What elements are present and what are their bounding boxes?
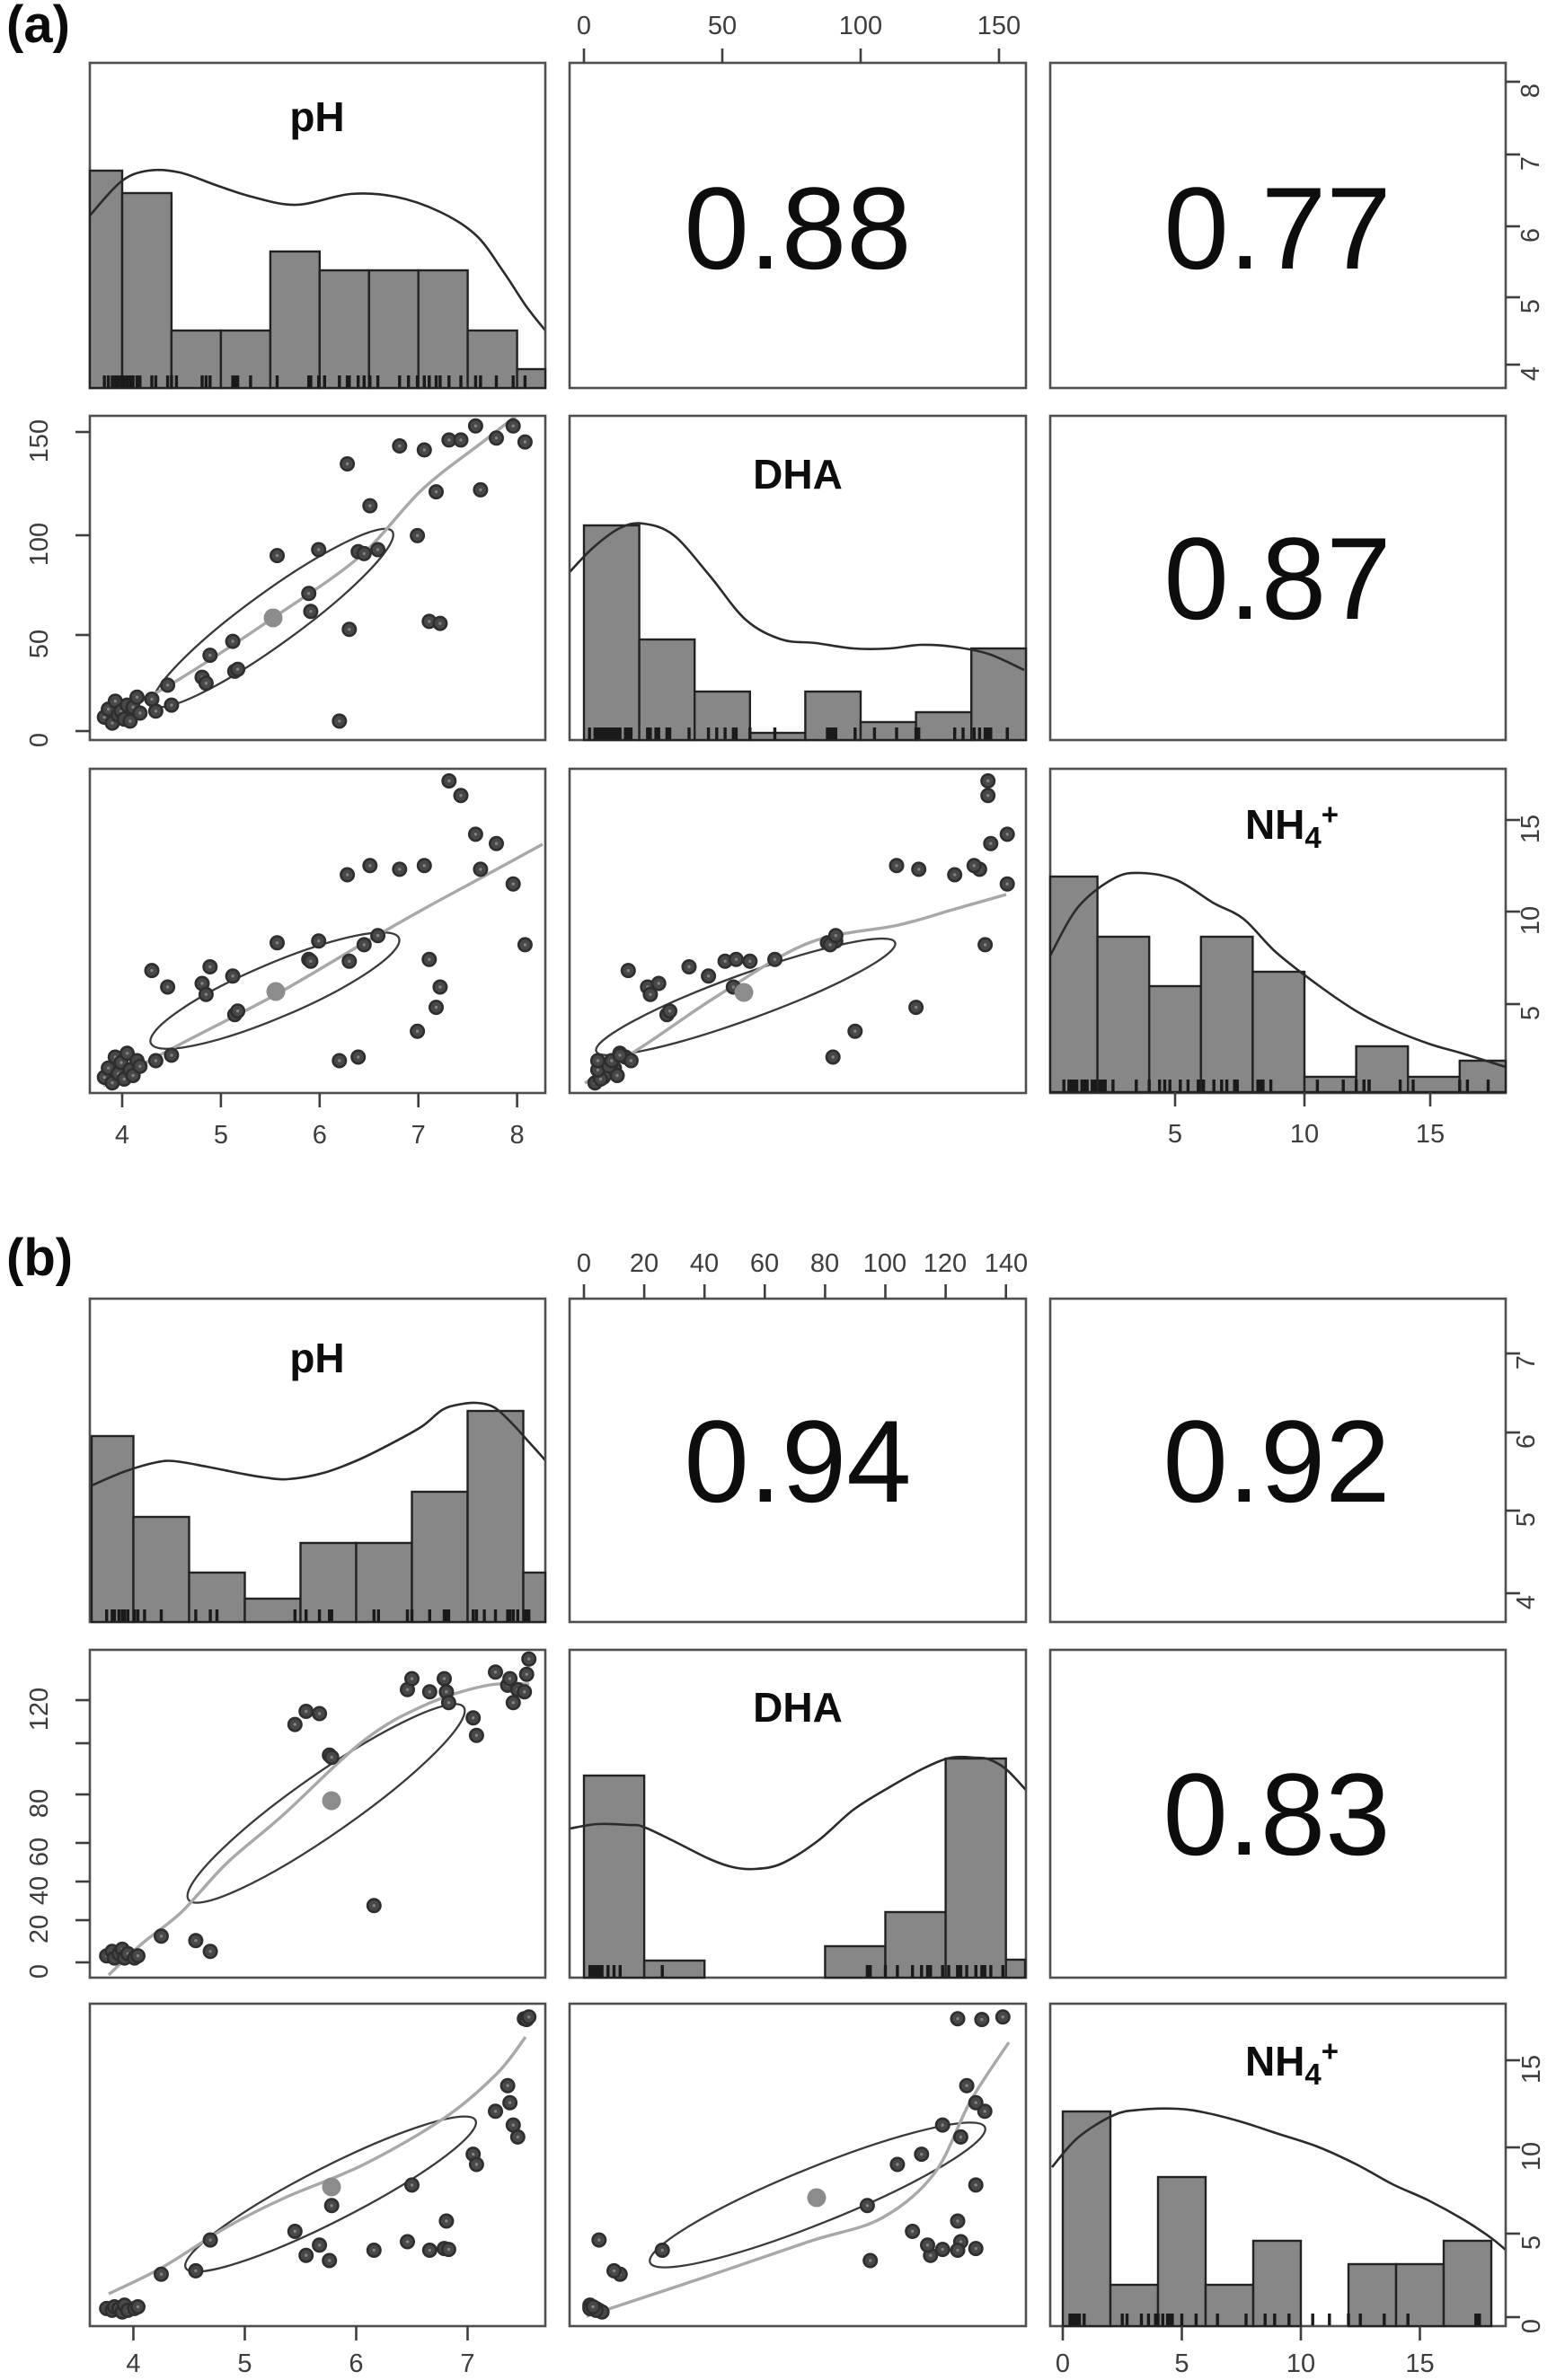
- svg-text:0: 0: [25, 733, 54, 747]
- svg-text:150: 150: [977, 12, 1021, 40]
- svg-text:50: 50: [25, 630, 54, 658]
- svg-text:80: 80: [810, 1249, 839, 1278]
- svg-text:8: 8: [510, 1121, 525, 1150]
- svg-text:100: 100: [839, 12, 882, 40]
- svg-text:8: 8: [1516, 84, 1545, 98]
- svg-text:40: 40: [25, 1876, 54, 1905]
- svg-text:0.77: 0.77: [1163, 163, 1391, 294]
- svg-text:0: 0: [25, 1964, 54, 1979]
- svg-text:5: 5: [1512, 1512, 1541, 1527]
- svg-text:60: 60: [25, 1838, 54, 1866]
- svg-text:0: 0: [1517, 2319, 1546, 2333]
- svg-text:7: 7: [1516, 156, 1545, 171]
- svg-text:7: 7: [1512, 1355, 1541, 1370]
- svg-text:140: 140: [985, 1249, 1028, 1278]
- svg-text:6: 6: [313, 1121, 327, 1150]
- svg-text:0.88: 0.88: [684, 163, 911, 294]
- svg-text:4: 4: [126, 2349, 140, 2378]
- svg-text:DHA: DHA: [753, 451, 843, 498]
- svg-text:10: 10: [1290, 1120, 1319, 1149]
- svg-text:pH: pH: [289, 93, 344, 140]
- svg-text:5: 5: [1174, 2349, 1189, 2378]
- svg-text:0.87: 0.87: [1163, 513, 1391, 644]
- svg-text:0.92: 0.92: [1163, 1396, 1390, 1527]
- svg-text:20: 20: [25, 1915, 54, 1944]
- svg-text:7: 7: [460, 2349, 474, 2378]
- svg-text:5: 5: [1168, 1120, 1182, 1149]
- svg-text:6: 6: [1512, 1434, 1541, 1449]
- svg-text:40: 40: [690, 1249, 719, 1278]
- svg-text:4: 4: [115, 1121, 129, 1150]
- svg-text:80: 80: [25, 1789, 54, 1818]
- svg-text:15: 15: [1416, 1120, 1445, 1149]
- svg-text:5: 5: [1516, 1006, 1545, 1020]
- svg-text:pH: pH: [289, 1335, 344, 1381]
- svg-text:4: 4: [1516, 366, 1545, 381]
- svg-text:0: 0: [577, 1249, 591, 1278]
- svg-text:5: 5: [1517, 2235, 1546, 2250]
- svg-text:150: 150: [25, 419, 54, 463]
- svg-text:6: 6: [1516, 228, 1545, 242]
- svg-text:(b): (b): [6, 1229, 73, 1287]
- svg-text:15: 15: [1405, 2349, 1434, 2378]
- svg-text:0: 0: [1056, 2349, 1070, 2378]
- svg-text:6: 6: [349, 2349, 363, 2378]
- svg-text:5: 5: [1516, 299, 1545, 313]
- svg-text:120: 120: [924, 1249, 967, 1278]
- svg-text:(a): (a): [6, 0, 70, 54]
- svg-text:60: 60: [750, 1249, 779, 1278]
- svg-text:50: 50: [708, 12, 737, 40]
- svg-text:15: 15: [1516, 815, 1545, 843]
- svg-text:0.94: 0.94: [684, 1396, 911, 1527]
- svg-text:20: 20: [630, 1249, 659, 1278]
- svg-text:10: 10: [1516, 906, 1545, 935]
- svg-text:10: 10: [1286, 2349, 1315, 2378]
- svg-text:10: 10: [1517, 2142, 1546, 2171]
- svg-text:0.83: 0.83: [1163, 1749, 1390, 1880]
- svg-text:DHA: DHA: [753, 1684, 843, 1731]
- svg-text:5: 5: [237, 2349, 252, 2378]
- svg-text:120: 120: [25, 1688, 54, 1731]
- svg-text:100: 100: [863, 1249, 906, 1278]
- svg-text:100: 100: [25, 523, 54, 566]
- svg-text:0: 0: [577, 12, 591, 40]
- svg-text:5: 5: [214, 1121, 228, 1150]
- svg-text:4: 4: [1512, 1595, 1541, 1609]
- svg-text:15: 15: [1517, 2055, 1546, 2084]
- svg-text:7: 7: [411, 1121, 426, 1150]
